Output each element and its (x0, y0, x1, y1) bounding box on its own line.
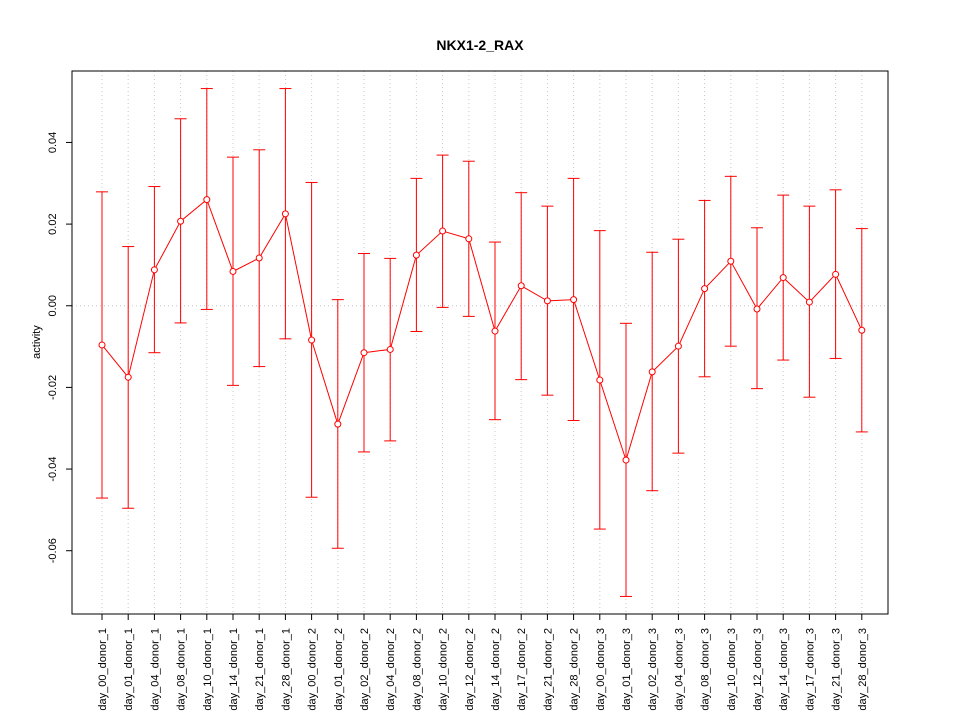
data-point (465, 235, 473, 243)
data-point (177, 217, 185, 225)
data-point (805, 298, 813, 306)
x-tick-label: day_12_donor_2 (464, 628, 476, 711)
data-point (596, 376, 604, 384)
data-point (203, 196, 211, 204)
data-points (98, 196, 866, 464)
data-point (779, 274, 787, 282)
x-tick-label: day_10_donor_2 (438, 628, 450, 711)
data-point (360, 349, 368, 357)
x-tick-label: day_08_donor_3 (700, 628, 712, 711)
y-axis: -0.06 -0.04 -0.02 0.00 0.02 0.04 (47, 132, 73, 563)
series-line (101, 198, 863, 462)
x-tick-label: day_28_donor_2 (569, 628, 581, 711)
x-tick-label: day_00_donor_3 (595, 628, 607, 711)
x-tick-label: day_01_donor_1 (123, 628, 135, 711)
data-point (727, 257, 735, 265)
plot-frame (71, 70, 889, 615)
x-tick-label: day_08_donor_2 (411, 628, 423, 711)
grid (72, 71, 888, 614)
data-point (124, 373, 132, 381)
x-tick-label: day_04_donor_2 (385, 628, 397, 711)
x-tick-label: day_21_donor_3 (831, 628, 843, 711)
x-tick-label: day_14_donor_2 (490, 628, 502, 711)
data-point (386, 345, 394, 353)
x-tick-label: day_14_donor_1 (228, 628, 240, 711)
data-point (832, 270, 840, 278)
data-point (150, 266, 158, 274)
x-tick-label: day_17_donor_2 (516, 628, 528, 711)
x-tick-label: day_14_donor_3 (778, 628, 790, 711)
data-point (622, 456, 630, 464)
data-point (543, 297, 551, 305)
data-point (517, 282, 525, 290)
y-tick-label: 0.00 (47, 295, 59, 316)
x-tick-label: day_21_donor_2 (542, 628, 554, 711)
error-bars (96, 88, 868, 597)
y-tick-label: -0.04 (47, 457, 59, 482)
x-tick-label: day_10_donor_1 (202, 628, 214, 711)
x-axis: day_00_donor_1 day_01_donor_1 day_04_donor… (97, 613, 869, 711)
x-tick-label: day_21_donor_1 (254, 628, 266, 711)
data-point (648, 368, 656, 376)
x-tick-label: day_08_donor_1 (176, 628, 188, 711)
y-axis-label: activity (31, 325, 43, 359)
data-point (412, 251, 420, 259)
x-tick-label: day_04_donor_1 (149, 628, 161, 711)
x-tick-label: day_02_donor_3 (647, 628, 659, 711)
chart-title: NKX1-2_RAX (436, 37, 524, 53)
data-point (281, 210, 289, 218)
data-point (439, 227, 447, 235)
data-point (255, 254, 263, 262)
x-tick-label: day_28_donor_1 (280, 628, 292, 711)
data-point (570, 296, 578, 304)
y-tick-label: 0.02 (47, 213, 59, 234)
series-polyline (101, 198, 863, 462)
data-point (674, 342, 682, 350)
data-point (701, 285, 709, 293)
x-tick-label: day_17_donor_3 (804, 628, 816, 711)
data-point (98, 341, 106, 349)
x-tick-label: day_00_donor_1 (97, 628, 109, 711)
x-tick-label: day_01_donor_3 (621, 628, 633, 711)
x-tick-label: day_02_donor_2 (359, 628, 371, 711)
data-point (858, 326, 866, 334)
x-tick-label: day_10_donor_3 (726, 628, 738, 711)
x-tick-label: day_00_donor_2 (307, 628, 319, 711)
data-point (229, 267, 237, 275)
data-point (308, 336, 316, 344)
y-tick-label: -0.02 (47, 375, 59, 400)
data-point (491, 327, 499, 335)
x-tick-label: day_01_donor_2 (333, 628, 345, 711)
y-tick-label: -0.06 (47, 538, 59, 563)
x-tick-label: day_28_donor_3 (857, 628, 869, 711)
data-point (334, 420, 342, 428)
data-point (753, 305, 761, 313)
x-tick-label: day_12_donor_3 (752, 628, 764, 711)
y-tick-label: 0.04 (47, 132, 59, 153)
x-tick-label: day_04_donor_3 (673, 628, 685, 711)
